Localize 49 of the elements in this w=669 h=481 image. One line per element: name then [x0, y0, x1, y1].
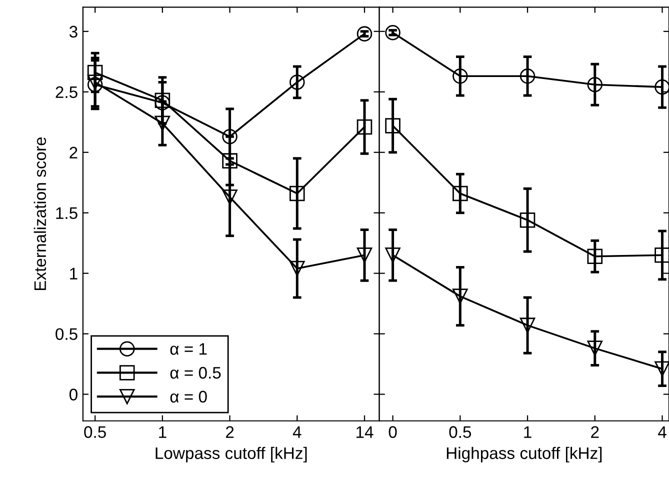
- point: [290, 186, 305, 202]
- point: [222, 189, 238, 205]
- point: [154, 116, 170, 131]
- point: [587, 340, 603, 356]
- x-tick-label: 0.5: [84, 426, 106, 438]
- y-tick-label: 0.5: [56, 328, 78, 340]
- point: [222, 153, 238, 168]
- x-axis-title: Lowpass cutoff [kHz]: [156, 446, 307, 462]
- y-tick-label: 3: [69, 26, 78, 38]
- point: [356, 248, 372, 263]
- point: [385, 24, 400, 40]
- point: [222, 128, 238, 144]
- point: [290, 260, 305, 276]
- point: [654, 361, 669, 377]
- point: [452, 186, 468, 202]
- legend-label: α = 0.5: [170, 366, 221, 379]
- y-tick-label: 2.5: [56, 86, 78, 98]
- point: [520, 68, 536, 84]
- y-tick-label: 2: [70, 146, 78, 158]
- x-tick-label: 14: [356, 426, 374, 438]
- x-tick-label: 2: [226, 426, 234, 438]
- y-axis-title: Externalization score: [34, 137, 46, 290]
- point: [385, 118, 400, 134]
- point: [654, 79, 669, 95]
- x-tick-label: 0: [388, 426, 397, 438]
- legend-label: α = 1: [170, 343, 207, 355]
- point: [587, 248, 603, 264]
- x-tick-label: 1: [159, 426, 166, 438]
- x-tick-label: 4: [658, 426, 666, 438]
- point: [520, 212, 536, 228]
- legend-label: α = 0: [170, 390, 207, 403]
- point: [356, 119, 372, 135]
- point: [452, 68, 468, 84]
- point: [87, 64, 103, 80]
- y-tick-label: 0: [69, 388, 78, 400]
- point: [587, 76, 603, 92]
- x-axis-title: Highpass cutoff [kHz]: [446, 446, 602, 462]
- point: [356, 26, 372, 42]
- point: [452, 288, 468, 304]
- x-tick-label: 0.5: [449, 426, 472, 438]
- point: [385, 248, 400, 263]
- x-tick-label: 1: [524, 426, 532, 438]
- x-tick-label: 4: [292, 426, 302, 438]
- point: [654, 248, 669, 263]
- y-tick-label: 1: [70, 268, 78, 280]
- x-tick-label: 2: [591, 426, 599, 438]
- point: [520, 318, 536, 333]
- y-tick-label: 1.5: [56, 207, 78, 220]
- point: [290, 74, 305, 90]
